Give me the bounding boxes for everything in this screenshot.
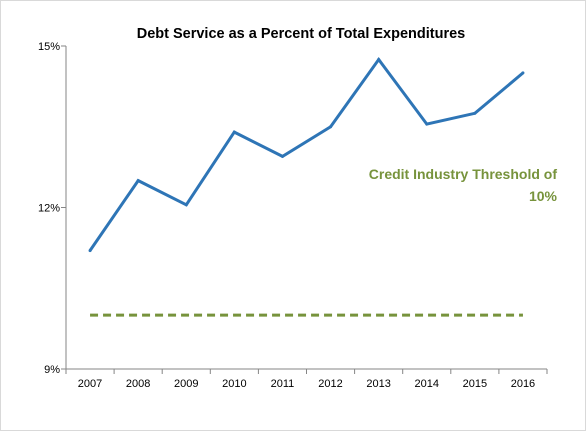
data-point: [377, 57, 381, 61]
x-tick-label: 2007: [78, 378, 102, 390]
series-line-0: [88, 56, 524, 252]
x-tick-label: 2012: [318, 378, 342, 390]
y-tick-label: 9%: [44, 364, 60, 376]
data-point: [280, 154, 284, 158]
threshold-annotation: Credit Industry Threshold of 10%: [369, 166, 558, 204]
x-tick-label: 2010: [222, 378, 246, 390]
x-tick-label: 2015: [463, 378, 487, 390]
data-point: [521, 71, 525, 75]
threshold-label-line1: Credit Industry Threshold of: [369, 166, 558, 182]
x-tick-label: 2016: [511, 378, 535, 390]
data-point: [136, 179, 140, 183]
y-tick-label: 12%: [38, 203, 60, 215]
data-point: [329, 125, 333, 129]
data-point: [232, 130, 236, 134]
ticks: 9% 12% 15% 2007 2008 2009 2010 2011 2012 2013 2014…: [38, 41, 548, 390]
x-tick-label: 2014: [415, 378, 439, 390]
x-tick-label: 2008: [126, 378, 150, 390]
y-tick-label: 15%: [38, 41, 60, 53]
data-point: [473, 111, 477, 115]
x-tick-label: 2011: [271, 378, 295, 390]
axes: [65, 46, 547, 370]
x-tick-label: 2009: [174, 378, 198, 390]
data-point: [425, 122, 429, 126]
x-tick-label: 2013: [366, 378, 390, 390]
chart-title: Debt Service as a Percent of Total Expen…: [137, 26, 466, 42]
threshold-label-line2: 10%: [529, 188, 558, 204]
data-point: [184, 203, 188, 207]
series: [88, 56, 525, 253]
data-point: [88, 249, 92, 253]
